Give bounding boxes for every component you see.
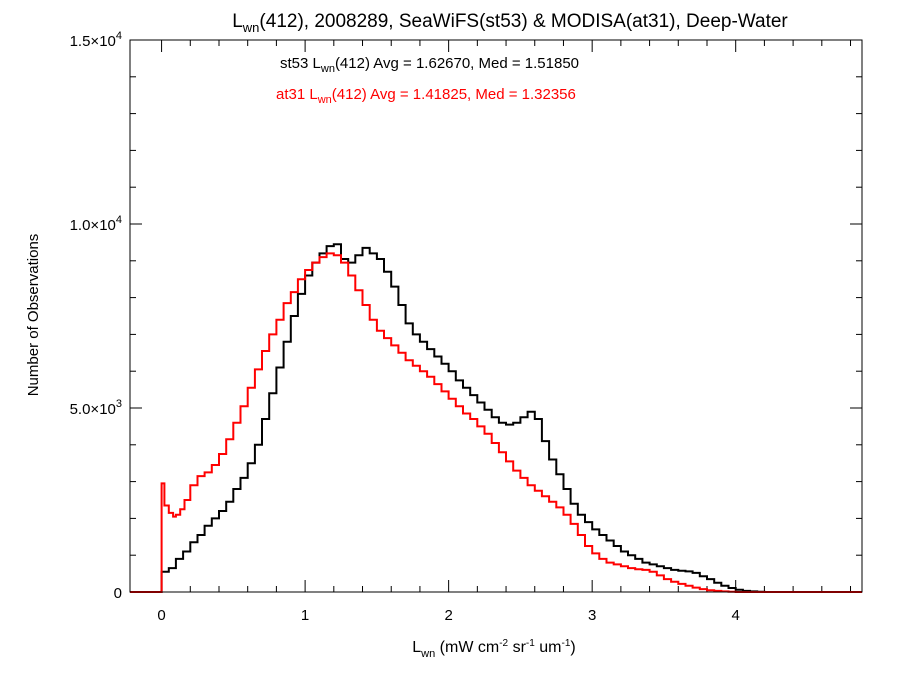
y-axis-label: Number of Observations bbox=[25, 234, 42, 397]
x-tick-label: 2 bbox=[444, 607, 452, 624]
chart-title: Lwn(412), 2008289, SeaWiFS(st53) & MODIS… bbox=[232, 11, 788, 35]
legend-entry-at31: at31 Lwn(412) Avg = 1.41825, Med = 1.323… bbox=[276, 86, 576, 106]
series-line-at31 bbox=[130, 252, 862, 593]
series-layer bbox=[130, 243, 862, 593]
plot-frame bbox=[129, 39, 863, 593]
x-tick-label: 0 bbox=[157, 607, 165, 624]
y-tick-label: 0 bbox=[114, 585, 122, 602]
legend-entry-st53: st53 Lwn(412) Avg = 1.62670, Med = 1.518… bbox=[280, 55, 579, 75]
series-line-st53 bbox=[130, 243, 862, 593]
y-tick-label: 1.0×104 bbox=[70, 214, 122, 234]
axis-tick-labels: 0 1 2 3 4 0 5.0×103 1.0×104 1.5×104 bbox=[70, 30, 740, 624]
axis-ticks bbox=[130, 39, 862, 593]
y-tick-label: 5.0×103 bbox=[70, 398, 122, 418]
y-tick-label: 1.5×104 bbox=[70, 30, 122, 50]
x-tick-label: 3 bbox=[588, 607, 596, 624]
x-axis-label: Lwn (mW cm-2 sr-1 um-1) bbox=[412, 638, 575, 660]
x-tick-label: 4 bbox=[732, 607, 740, 624]
x-tick-label: 1 bbox=[301, 607, 309, 624]
